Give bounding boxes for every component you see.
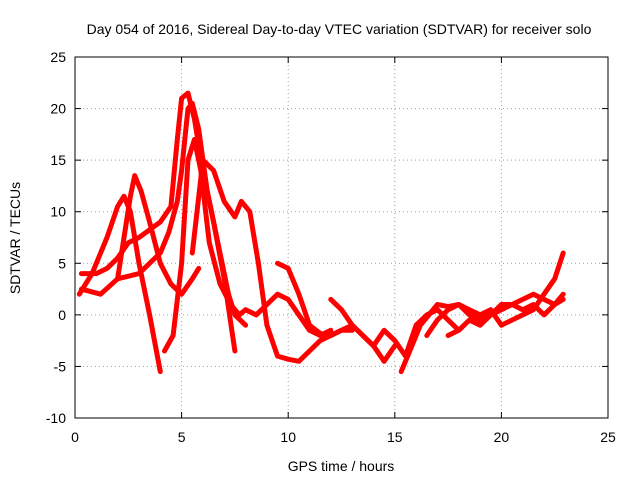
y-tick-labels: -10 -5 0 5 10 15 20 25 <box>46 49 66 426</box>
x-tick-labels: 0 5 10 15 20 25 <box>71 429 616 445</box>
y-tick-label: 20 <box>50 101 66 117</box>
x-tick-label: 25 <box>600 429 616 445</box>
series-track-8 <box>328 296 462 359</box>
y-axis-label: SDTVAR / TECUs <box>7 182 23 294</box>
series-track-4 <box>115 100 249 328</box>
y-tick-label: -10 <box>46 410 66 426</box>
y-tick-label: 10 <box>50 204 66 220</box>
series-track-7 <box>275 260 398 364</box>
chart-title: Day 054 of 2016, Sidereal Day-to-day VTE… <box>87 21 592 37</box>
series-track-6 <box>189 157 355 364</box>
plot-frame <box>74 56 609 419</box>
data-series <box>76 90 566 375</box>
series-track-10 <box>424 250 566 338</box>
x-tick-label: 20 <box>494 429 510 445</box>
x-tick-label: 15 <box>387 429 403 445</box>
series-track-5 <box>162 137 334 354</box>
x-tick-label: 0 <box>71 429 79 445</box>
y-tick-label: -5 <box>54 358 67 374</box>
series-track-1 <box>76 193 163 375</box>
y-tick-label: 25 <box>50 49 66 65</box>
x-tick-label: 10 <box>280 429 296 445</box>
series-track-11 <box>445 291 566 338</box>
x-tick-label: 5 <box>178 429 186 445</box>
series-track-2 <box>78 173 202 297</box>
x-axis-label: GPS time / hours <box>288 458 395 474</box>
y-tick-label: 5 <box>58 255 66 271</box>
y-tick-label: 15 <box>50 152 66 168</box>
axis-ticks <box>74 56 609 419</box>
y-tick-label: 0 <box>58 307 66 323</box>
